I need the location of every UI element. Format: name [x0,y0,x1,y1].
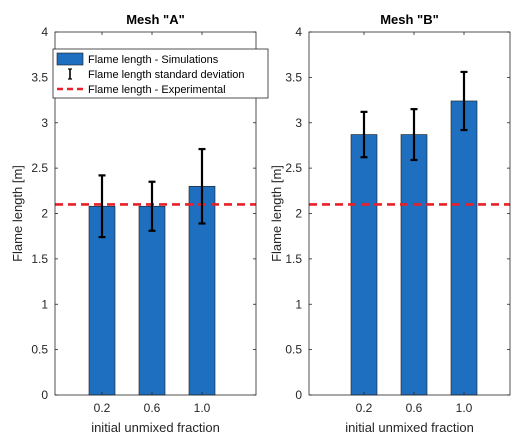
y-tick-label: 0.5 [31,343,48,357]
y-axis-label: Flame length [m] [269,165,284,262]
bar-1 [138,205,166,396]
x-tick-label: 0.6 [144,401,161,415]
y-tick-label: 2 [295,207,302,221]
y-tick-label: 3 [41,116,48,130]
y-tick-label: 4 [295,25,302,39]
legend-swatch-bar [56,52,84,66]
chart-panel-0: 0 0.5 1 1.5 2 2.5 3 3.5 4 0.2 0.6 1.0 Mesh "A" initia… [10,12,269,435]
bar-1 [400,134,428,396]
x-tick-label: 0.6 [406,401,423,415]
legend-entry-0: Flame length - Simulations [56,52,219,66]
x-tick-label: 1.0 [194,401,211,415]
y-tick-label: 0.5 [285,343,302,357]
y-tick-label: 1 [41,297,48,311]
y-tick-label: 3.5 [31,70,48,84]
bar-2 [450,100,478,396]
error-bar-2 [198,147,206,225]
bar-0 [350,134,378,396]
legend-entry-1: Flame length standard deviation [68,68,245,81]
legend-label: Flame length - Experimental [88,84,226,96]
legend-label: Flame length - Simulations [88,54,219,66]
error-bar-2 [460,70,468,132]
y-tick-label: 1.5 [285,252,302,266]
x-axis-label: initial unmixed fraction [345,420,474,435]
y-tick-label: 0 [295,388,302,402]
legend: Flame length - Simulations Flame length s… [52,48,269,99]
x-tick-label: 0.2 [94,401,111,415]
error-bar-1 [410,108,418,162]
x-tick-label: 0.2 [356,401,373,415]
error-bar-1 [148,180,156,232]
chart-panel-1: 0 0.5 1 1.5 2 2.5 3 3.5 4 0.2 0.6 1.0 Mesh "B" initia… [269,12,511,435]
legend-label: Flame length standard deviation [88,69,245,81]
chart-title: Mesh "B" [380,12,439,27]
y-tick-label: 2 [41,207,48,221]
x-axis-label: initial unmixed fraction [91,420,220,435]
y-tick-label: 4 [41,25,48,39]
y-tick-label: 2.5 [285,161,302,175]
x-tick-label: 1.0 [456,401,473,415]
error-bar-0 [98,174,106,239]
y-axis-label: Flame length [m] [10,165,25,262]
legend-entry-2: Flame length - Experimental [57,84,226,96]
y-tick-label: 3 [295,116,302,130]
y-tick-label: 3.5 [285,70,302,84]
legend-box [52,48,269,99]
y-tick-label: 0 [41,388,48,402]
chart-title: Mesh "A" [126,12,185,27]
error-bar-0 [360,110,368,159]
y-tick-label: 1 [295,297,302,311]
y-tick-label: 1.5 [31,252,48,266]
y-tick-label: 2.5 [31,161,48,175]
